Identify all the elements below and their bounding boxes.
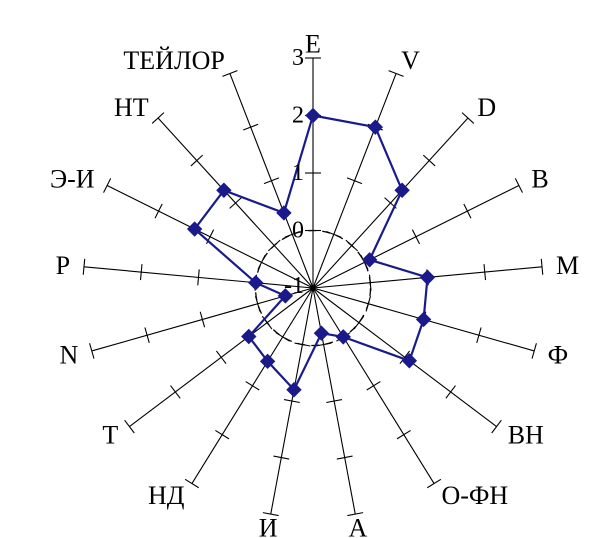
tick-label: 1 xyxy=(292,160,304,186)
axis-tick xyxy=(197,269,200,286)
axis-label: А xyxy=(348,513,367,538)
data-point xyxy=(401,353,418,369)
axis-label: Ф xyxy=(548,340,569,369)
axis-tick xyxy=(476,327,482,344)
tick-label: -1 xyxy=(284,273,304,299)
axis-tick xyxy=(461,112,475,124)
axis-tick xyxy=(531,343,537,359)
axis-tick xyxy=(215,429,230,440)
axis-label: Р xyxy=(56,251,70,280)
axis-tick xyxy=(215,350,227,365)
axis-tick xyxy=(273,455,290,460)
axis-tick xyxy=(347,512,364,517)
data-point xyxy=(367,119,384,135)
series-line xyxy=(193,114,429,392)
axis-tick xyxy=(483,264,487,281)
data-point xyxy=(419,269,436,286)
axis-label: E xyxy=(305,30,321,59)
axis-tick xyxy=(103,178,112,193)
data-point xyxy=(305,107,321,124)
axis-tick xyxy=(326,399,343,404)
axis-tick xyxy=(222,70,238,77)
axis-tick xyxy=(262,512,279,517)
axis-label: B xyxy=(531,165,548,194)
axis-tick xyxy=(396,429,411,440)
axis-tick xyxy=(399,350,411,365)
axis-tick xyxy=(463,203,472,219)
axis-tick xyxy=(243,123,259,131)
axis-tick xyxy=(426,478,442,489)
data-point xyxy=(415,311,432,328)
axis-tick xyxy=(199,311,206,328)
axis-tick xyxy=(411,229,421,245)
data-point xyxy=(335,329,351,345)
axis-tick xyxy=(263,177,280,185)
axis-tick xyxy=(82,258,86,275)
data-point xyxy=(259,353,276,370)
axis-tick xyxy=(514,178,523,193)
axis-tick xyxy=(154,203,163,219)
axis-tick xyxy=(366,381,381,391)
axis-tick xyxy=(124,419,135,434)
axis-tick xyxy=(229,197,242,209)
axis-label: НТ xyxy=(114,93,149,122)
data-point xyxy=(248,274,264,291)
axes-layer xyxy=(82,57,544,517)
axis-tick xyxy=(184,478,200,489)
axis-label: Т xyxy=(102,421,118,450)
axis-tick xyxy=(540,258,544,275)
tick-label: 0 xyxy=(292,218,304,244)
axis-tick xyxy=(89,343,95,359)
axis-label: V xyxy=(401,46,420,75)
axis-tick xyxy=(422,154,436,167)
axis-tick xyxy=(190,154,204,167)
axis-label: О-ФН xyxy=(441,481,508,510)
axis-tick xyxy=(346,177,363,185)
series-points xyxy=(186,107,436,398)
axis-label: НД xyxy=(148,481,185,510)
axis-label: D xyxy=(477,93,496,122)
zero-reference-circle xyxy=(254,229,372,347)
data-point xyxy=(286,382,302,398)
tick-labels: -1 0 1 2 3 xyxy=(284,45,304,299)
axis-label: N xyxy=(60,340,79,369)
tick-label: 2 xyxy=(292,103,304,129)
axis-tick xyxy=(151,112,165,124)
axis-tick xyxy=(445,385,456,399)
axis-label: ВН xyxy=(508,421,544,450)
axis-tick xyxy=(283,399,300,404)
data-point xyxy=(186,221,203,237)
axis-tick xyxy=(491,419,502,434)
data-point xyxy=(216,182,232,198)
axis-label: И xyxy=(259,513,278,538)
axis-tick xyxy=(336,455,353,460)
axis-tick xyxy=(388,70,404,77)
axis-label: M xyxy=(556,251,579,280)
data-point xyxy=(361,252,378,268)
axis-label: ТЕЙЛОР xyxy=(123,46,224,75)
tick-label: 3 xyxy=(292,45,304,71)
data-point xyxy=(241,328,257,345)
data-point xyxy=(276,205,292,221)
axis-tick xyxy=(170,385,181,399)
axis-labels: E V D B M Ф ВН О-ФН А И НД Т N Р Э-И НТ ТЕЙЛОР xyxy=(50,30,579,538)
axis-tick xyxy=(245,381,260,391)
data-point xyxy=(394,182,410,198)
data-point xyxy=(313,325,330,341)
axis-label: Э-И xyxy=(50,165,95,194)
axis-tick xyxy=(139,264,143,281)
axis-tick xyxy=(144,327,150,344)
data-point xyxy=(277,288,294,304)
